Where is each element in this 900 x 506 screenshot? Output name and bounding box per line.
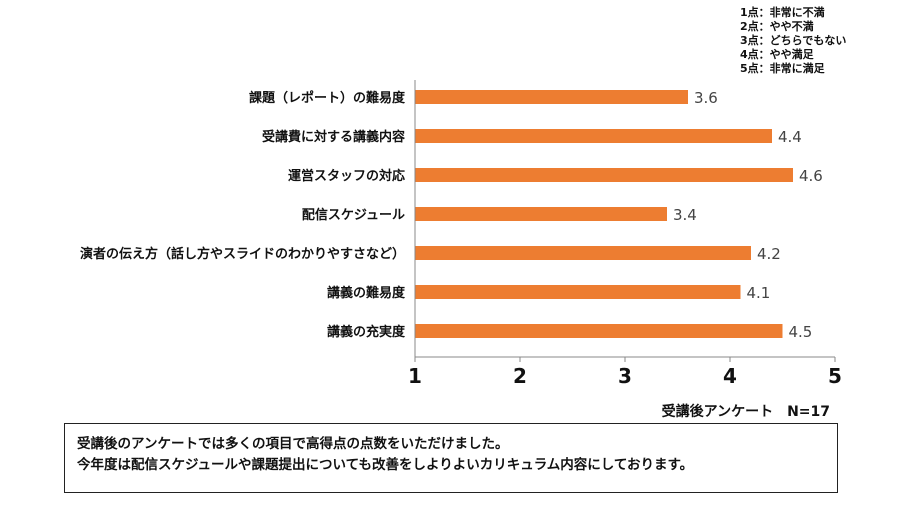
legend-item: 4点：やや満足 (740, 48, 814, 61)
legend-item: 3点：どちらでもない (740, 34, 847, 47)
comment-box: 受講後のアンケートでは多くの項目で高得点の点数をいただけました。 今年度は配信ス… (64, 423, 838, 493)
value-label: 4.2 (757, 245, 781, 263)
x-tick-label: 4 (723, 364, 737, 388)
score-legend: 1点：非常に不満 2点：やや不満 3点：どちらでもない 4点：やや満足 5点：非… (740, 6, 846, 76)
value-label: 3.6 (694, 89, 718, 107)
value-label: 3.4 (673, 206, 697, 224)
bar (415, 90, 688, 104)
category-label: 講義の充実度 (327, 324, 406, 340)
category-label: 演者の伝え方（話し方やスライドのわかりやすさなど） (80, 246, 405, 262)
comment-line: 受講後のアンケートでは多くの項目で高得点の点数をいただけました。 (77, 436, 509, 452)
x-tick-label: 2 (513, 364, 527, 388)
x-tick-label: 1 (408, 364, 422, 388)
legend-item: 1点：非常に不満 (740, 6, 825, 19)
legend-item: 5点：非常に満足 (740, 62, 825, 75)
x-tick-label: 3 (618, 364, 632, 388)
category-label: 課題（レポート）の難易度 (249, 90, 406, 106)
bar (415, 285, 741, 299)
bar (415, 168, 793, 182)
comment-line: 今年度は配信スケジュールや課題提出についても改善をしよりよいカリキュラム内容にし… (77, 457, 694, 473)
category-label: 受講費に対する講義内容 (262, 129, 405, 145)
bar-chart: 課題（レポート）の難易度 3.6 受講費に対する講義内容 4.4 運営スタッフの対応 4.… (80, 80, 842, 388)
category-label: 配信スケジュール (302, 207, 405, 223)
category-label: 運営スタッフの対応 (288, 168, 405, 184)
value-label: 4.4 (778, 128, 802, 146)
value-label: 4.1 (747, 284, 771, 302)
legend-item: 2点：やや不満 (740, 20, 814, 33)
bar (415, 246, 751, 260)
value-label: 4.6 (799, 167, 823, 185)
chart-note: 受講後アンケート N=17 (661, 404, 830, 420)
bar (415, 207, 667, 221)
value-label: 4.5 (789, 323, 813, 341)
bar (415, 324, 783, 338)
x-tick-label: 5 (828, 364, 842, 388)
bar (415, 129, 772, 143)
category-label: 講義の難易度 (327, 285, 406, 301)
